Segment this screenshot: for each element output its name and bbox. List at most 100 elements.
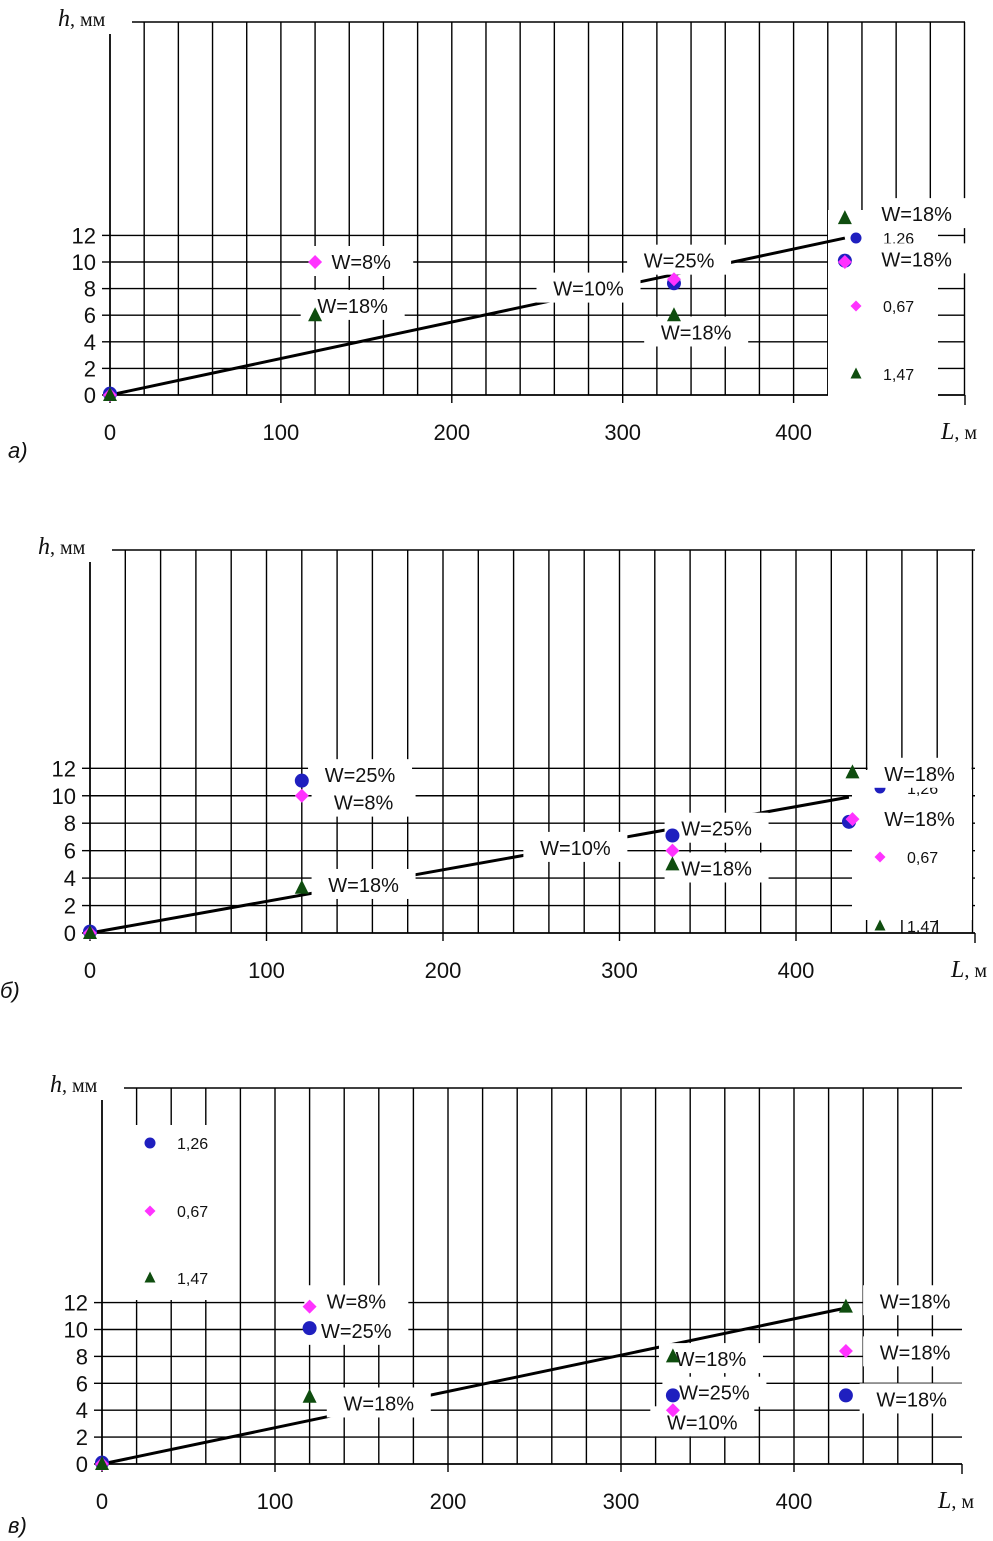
annotation-label: W=18% [880, 1342, 951, 1364]
y-tick-label: 10 [52, 784, 76, 809]
x-tick-label: 300 [604, 420, 641, 445]
y-tick-label: 8 [84, 277, 96, 302]
y-axis-label-var: h [50, 1072, 62, 1098]
x-tick-label: 400 [776, 1489, 813, 1514]
x-tick-label: 200 [433, 420, 470, 445]
annotation-bg [311, 868, 416, 899]
data-point-circle [302, 1321, 317, 1336]
x-axis-label: L, м [937, 1488, 974, 1514]
y-tick-label: 2 [84, 356, 96, 381]
annotation-label: W=18% [880, 1291, 951, 1313]
data-point-triangle [294, 879, 309, 894]
y-axis-label-unit: , мм [50, 537, 86, 559]
data-point-triangle [95, 1456, 109, 1470]
annotation-bg [662, 1376, 767, 1407]
annotation-label: W=8% [334, 793, 394, 815]
legend-box [122, 1125, 232, 1300]
legend-label: 1,26 [177, 1136, 208, 1153]
annotation-bg [863, 1285, 968, 1316]
annotation-label: W=10% [540, 838, 611, 860]
data-point-diamond [666, 272, 681, 287]
annotation-label: W=25% [321, 1321, 392, 1343]
y-tick-label: 0 [84, 383, 96, 408]
x-tick-label: 300 [601, 958, 638, 983]
panel-label: б) [0, 978, 20, 1003]
legend-label: 0,67 [883, 299, 914, 316]
data-point-triangle [83, 925, 97, 939]
y-tick-label: 12 [52, 756, 76, 781]
x-axis-label-unit: , м [954, 422, 977, 444]
annotation-bg [311, 786, 416, 817]
annotation-bg [308, 759, 413, 790]
x-axis-label-unit: , м [964, 960, 987, 982]
annotation-bg [664, 852, 769, 883]
legend-label: 1,47 [907, 919, 938, 936]
data-point-triangle [308, 307, 323, 322]
annotation-label: W=10% [553, 279, 624, 301]
annotation-bg [867, 757, 972, 788]
data-point-triangle [302, 1388, 317, 1403]
annotation-bg [863, 1336, 968, 1367]
y-tick-label: 0 [64, 921, 76, 946]
data-point-circle [665, 828, 680, 843]
annotation-bg [644, 316, 749, 347]
annotation-label: W=8% [331, 252, 391, 274]
data-point-circle [665, 1388, 680, 1403]
y-tick-label: 12 [64, 1291, 88, 1316]
panel-label: в) [8, 1513, 27, 1538]
y-axis-label-var: h [58, 6, 70, 32]
annotation-label: W=18% [884, 809, 955, 831]
y-axis-label: h, мм [50, 1072, 98, 1098]
y-axis-label-var: h [38, 534, 50, 560]
data-point-diamond [837, 255, 852, 269]
x-axis-label-unit: , м [951, 1491, 974, 1513]
annotation-bg [309, 246, 414, 276]
annotation-label: W=18% [676, 1349, 747, 1371]
annotation-bg [304, 1314, 409, 1345]
annotation-label: W=18% [681, 858, 752, 880]
legend-marker-diamond [874, 851, 886, 863]
y-tick-label: 6 [76, 1371, 88, 1396]
legend-marker-triangle [850, 367, 862, 379]
legend-marker-triangle [144, 1271, 156, 1283]
annotation-label: W=25% [325, 765, 396, 787]
x-axis-label: L, м [950, 957, 987, 983]
annotation-label: W=18% [881, 204, 952, 226]
annotation-bg [864, 243, 969, 274]
annotation-bg [867, 803, 972, 834]
data-point-diamond [294, 788, 309, 803]
annotation-bg [536, 272, 641, 303]
y-axis-label-bg [44, 1074, 124, 1100]
legend-label: 1,47 [177, 1271, 208, 1288]
legend-marker-diamond [850, 300, 862, 312]
y-tick-label: 8 [76, 1344, 88, 1369]
annotation-bg [859, 1383, 964, 1414]
x-tick-label: 100 [257, 1489, 294, 1514]
x-axis-label-var: L [937, 1488, 951, 1514]
y-tick-label: 6 [84, 303, 96, 328]
legend-marker-diamond [144, 1205, 156, 1217]
annotation-bg [326, 1387, 431, 1418]
x-axis-label: L, м [940, 419, 977, 445]
x-tick-label: 200 [430, 1489, 467, 1514]
y-tick-label: 8 [64, 811, 76, 836]
annotation-label: W=10% [667, 1412, 738, 1434]
y-tick-label: 2 [64, 894, 76, 919]
annotation-label: W=18% [876, 1389, 947, 1411]
y-tick-label: 4 [64, 866, 76, 891]
annotation-label: W=25% [644, 251, 715, 273]
annotation-bg [523, 831, 628, 862]
annotation-bg [627, 244, 732, 275]
legend-marker-triangle [874, 919, 886, 931]
legend-marker-circle [144, 1137, 156, 1149]
legend-marker-circle [850, 232, 862, 244]
data-point-diamond [308, 255, 323, 269]
data-point-diamond [302, 1299, 317, 1314]
legend-label: 1,47 [883, 367, 914, 384]
annotation-label: W=18% [328, 875, 399, 897]
data-point-triangle [103, 387, 117, 401]
data-point-circle [838, 1388, 853, 1403]
x-tick-label: 0 [104, 420, 116, 445]
